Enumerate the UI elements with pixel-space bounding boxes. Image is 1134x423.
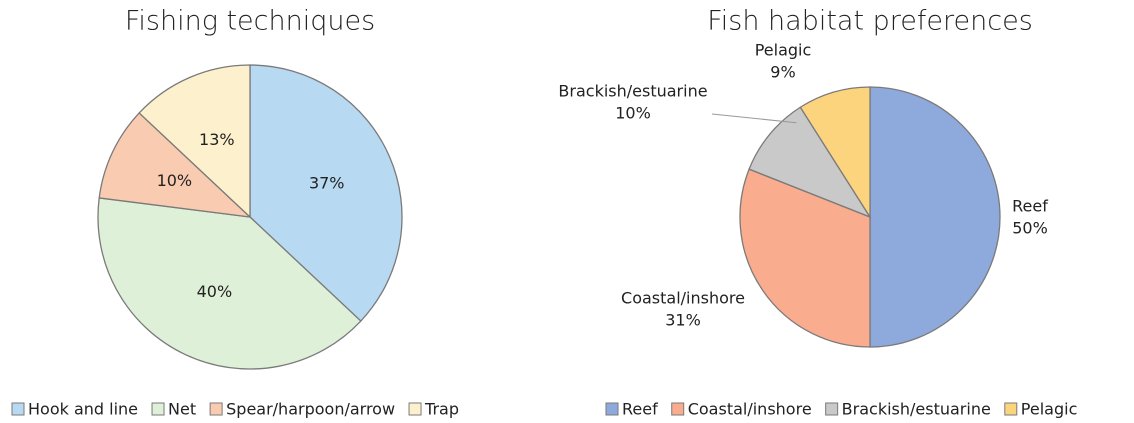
legend-label: Coastal/inshore [688, 400, 812, 419]
legend-swatch [825, 402, 839, 416]
data-label: 37% [309, 173, 345, 192]
legend-label: Hook and line [28, 400, 138, 419]
data-label: 10% [157, 171, 193, 190]
pie-slice [748, 106, 872, 219]
pie-slice [799, 86, 871, 220]
legend-swatch [408, 402, 422, 416]
chart-title: Fishing techniques [125, 6, 375, 37]
data-label: 50% [1012, 219, 1048, 238]
legend-label: Pelagic [1021, 400, 1078, 419]
legend-label: Spear/harpoon/arrow [226, 400, 395, 419]
pie-slice [739, 168, 871, 348]
data-label: 31% [665, 311, 701, 330]
pie-slice [138, 64, 251, 219]
pie-slice [249, 64, 403, 322]
slice-name-label: Reef [1012, 197, 1048, 216]
chart-title: Fish habitat preferences [707, 6, 1033, 37]
pie-slice [869, 86, 1001, 348]
data-label: 10% [615, 104, 651, 123]
legend-swatch [671, 402, 685, 416]
data-label: 13% [199, 130, 235, 149]
slice-name-label: Pelagic [755, 41, 812, 60]
data-label: 9% [770, 63, 795, 82]
legend-swatch [209, 402, 223, 416]
legend-swatch [1004, 402, 1018, 416]
legend-label: Net [168, 400, 196, 419]
pie-slice [98, 112, 252, 218]
pie-slice [97, 197, 362, 370]
legend-swatch [151, 402, 165, 416]
legend-label: Reef [622, 400, 658, 419]
legend-label: Trap [424, 400, 459, 419]
data-label: 40% [197, 282, 233, 301]
leader-line [711, 113, 797, 124]
slice-name-label: Coastal/inshore [621, 289, 745, 308]
legend-label: Brackish/estuarine [842, 400, 991, 419]
legend-swatch [11, 402, 25, 416]
legend-swatch [605, 402, 619, 416]
slice-name-label: Brackish/estuarine [558, 82, 707, 101]
